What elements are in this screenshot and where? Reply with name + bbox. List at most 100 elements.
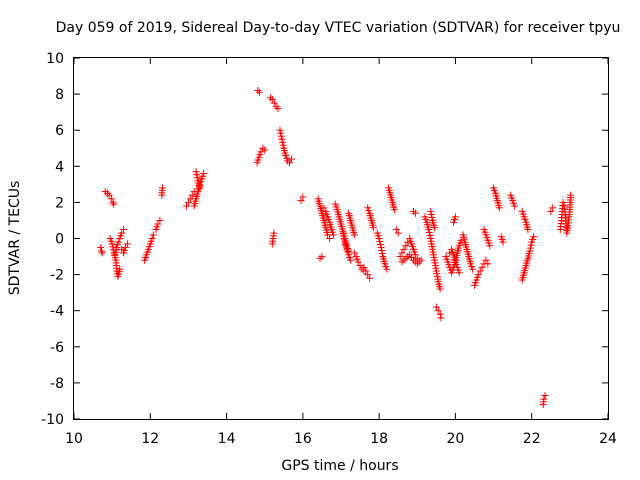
- y-axis-label: SDTVAR / TECUs: [7, 181, 23, 296]
- data-point: [149, 231, 157, 239]
- data-point: [377, 244, 385, 252]
- data-point: [188, 191, 196, 199]
- data-point: [316, 254, 324, 262]
- data-point: [326, 235, 334, 242]
- data-point: [329, 231, 337, 239]
- x-axis-label: GPS time / hours: [281, 458, 398, 474]
- data-point: [451, 213, 459, 221]
- data-point: [105, 191, 113, 199]
- chart-title: Day 059 of 2019, Sidereal Day-to-day VTE…: [56, 20, 621, 36]
- y-tick-label: -10: [41, 412, 64, 428]
- y-tick-label: -8: [50, 376, 64, 392]
- data-point: [108, 240, 116, 248]
- data-point: [270, 99, 278, 107]
- y-tick-label: 4: [55, 159, 64, 175]
- data-point: [297, 197, 305, 205]
- data-point: [547, 207, 555, 215]
- data-point: [350, 231, 358, 239]
- data-point: [437, 314, 445, 322]
- data-point: [279, 141, 287, 149]
- x-tick-label: 18: [370, 431, 388, 447]
- y-tick-label: -4: [50, 304, 64, 320]
- data-point: [109, 198, 117, 206]
- data-point: [478, 263, 486, 271]
- data-point: [486, 242, 494, 250]
- data-point: [366, 274, 374, 282]
- data-point: [378, 247, 386, 255]
- data-point: [350, 249, 358, 257]
- data-point: [427, 207, 435, 215]
- data-point: [474, 271, 482, 279]
- data-point: [259, 144, 267, 152]
- data-point: [398, 249, 406, 257]
- data-point: [118, 245, 126, 253]
- data-point: [121, 244, 129, 252]
- data-point: [417, 256, 425, 264]
- data-point: [318, 253, 326, 261]
- data-point: [411, 209, 419, 217]
- data-point: [549, 204, 557, 212]
- data-point: [358, 265, 366, 273]
- data-points: [97, 86, 575, 409]
- data-point: [567, 191, 575, 199]
- data-point: [254, 86, 262, 94]
- x-tick-label: 24: [599, 431, 617, 447]
- data-point: [364, 271, 372, 279]
- data-point: [446, 249, 454, 257]
- data-point: [200, 170, 208, 178]
- data-point: [196, 184, 204, 192]
- data-point: [526, 244, 534, 252]
- data-point: [427, 210, 435, 218]
- data-point: [107, 195, 115, 203]
- data-point: [376, 241, 384, 249]
- data-point: [268, 96, 276, 104]
- data-point: [413, 260, 421, 268]
- data-point: [375, 235, 383, 242]
- data-point: [541, 392, 549, 400]
- data-point: [279, 138, 287, 146]
- y-tick-label: -2: [50, 268, 64, 284]
- data-point: [356, 262, 364, 270]
- data-point: [266, 94, 274, 102]
- data-point: [184, 198, 192, 206]
- data-point: [484, 260, 492, 268]
- data-point: [118, 229, 126, 237]
- data-point: [272, 103, 280, 111]
- data-point: [430, 224, 438, 232]
- x-tick-label: 22: [523, 431, 541, 447]
- data-point: [148, 235, 156, 242]
- data-point: [432, 303, 440, 311]
- data-point: [340, 232, 348, 240]
- data-point: [154, 220, 162, 228]
- data-point: [123, 240, 131, 248]
- data-point: [270, 229, 278, 237]
- data-point: [426, 231, 434, 239]
- data-point: [436, 285, 444, 293]
- data-point: [402, 242, 410, 250]
- data-point: [436, 310, 444, 318]
- data-point: [482, 256, 490, 264]
- y-tick-label: 2: [55, 195, 64, 211]
- data-point: [276, 126, 284, 134]
- data-point: [277, 132, 285, 140]
- y-tick-label: 6: [55, 123, 64, 139]
- data-point: [320, 204, 328, 212]
- data-point: [183, 202, 191, 210]
- data-point: [415, 258, 423, 266]
- data-point: [255, 88, 263, 96]
- data-point: [396, 253, 404, 261]
- data-point: [299, 193, 307, 201]
- x-tick-label: 10: [65, 431, 83, 447]
- data-point: [398, 258, 406, 266]
- data-point: [257, 148, 265, 156]
- data-point: [109, 243, 117, 251]
- data-point: [277, 129, 285, 137]
- data-point: [97, 244, 105, 252]
- data-point: [540, 395, 548, 403]
- data-point: [425, 225, 433, 233]
- data-point: [559, 198, 567, 206]
- y-tick-label: -6: [50, 340, 64, 356]
- data-point: [286, 159, 294, 167]
- data-point: [530, 233, 538, 241]
- data-point: [526, 247, 534, 255]
